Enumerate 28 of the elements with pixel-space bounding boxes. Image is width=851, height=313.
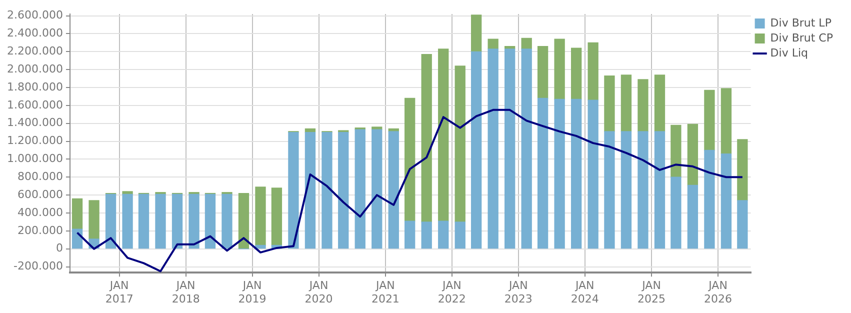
y-tick-label: 2.400.000 — [7, 26, 63, 40]
legend-label: Div Liq — [770, 46, 808, 60]
y-tick-label: 0 — [56, 242, 63, 255]
y-tick-label: 2.200.000 — [7, 44, 63, 58]
x-tick-label: JAN 2022 — [438, 279, 466, 306]
x-tick-label: JAN 2017 — [105, 279, 134, 306]
x-tick-label: JAN 2021 — [371, 279, 400, 306]
x-tick-label: JAN 2026 — [704, 279, 732, 306]
legend-label: Div Brut LP — [770, 16, 832, 30]
x-tick-label: JAN 2023 — [504, 279, 532, 306]
x-tick-label: JAN 2024 — [570, 279, 599, 306]
y-tick-label: 1.600.000 — [7, 98, 63, 112]
y-tick-label: 2.600.000 — [7, 8, 63, 22]
y-tick-label: 1.200.000 — [7, 134, 63, 148]
y-tick-label: -200.000 — [14, 260, 63, 273]
y-tick-label: 600.000 — [17, 188, 63, 201]
x-tick-label: JAN 2025 — [638, 279, 666, 306]
y-tick-label: 1.800.000 — [7, 80, 63, 94]
y-tick-label: 400.000 — [17, 206, 63, 219]
y-tick-label: 1.400.000 — [7, 116, 63, 130]
legend-label: Div Brut CP — [770, 31, 834, 44]
y-tick-label: 800.000 — [17, 170, 63, 183]
y-tick-label: 200.000 — [17, 224, 63, 237]
x-tick-label: JAN 2019 — [238, 279, 266, 306]
x-tick-label: JAN 2020 — [304, 279, 333, 306]
x-tick-label: JAN 2018 — [172, 279, 200, 306]
y-tick-label: 2.000.000 — [7, 62, 63, 76]
y-tick-label: 1.000.000 — [7, 152, 63, 166]
